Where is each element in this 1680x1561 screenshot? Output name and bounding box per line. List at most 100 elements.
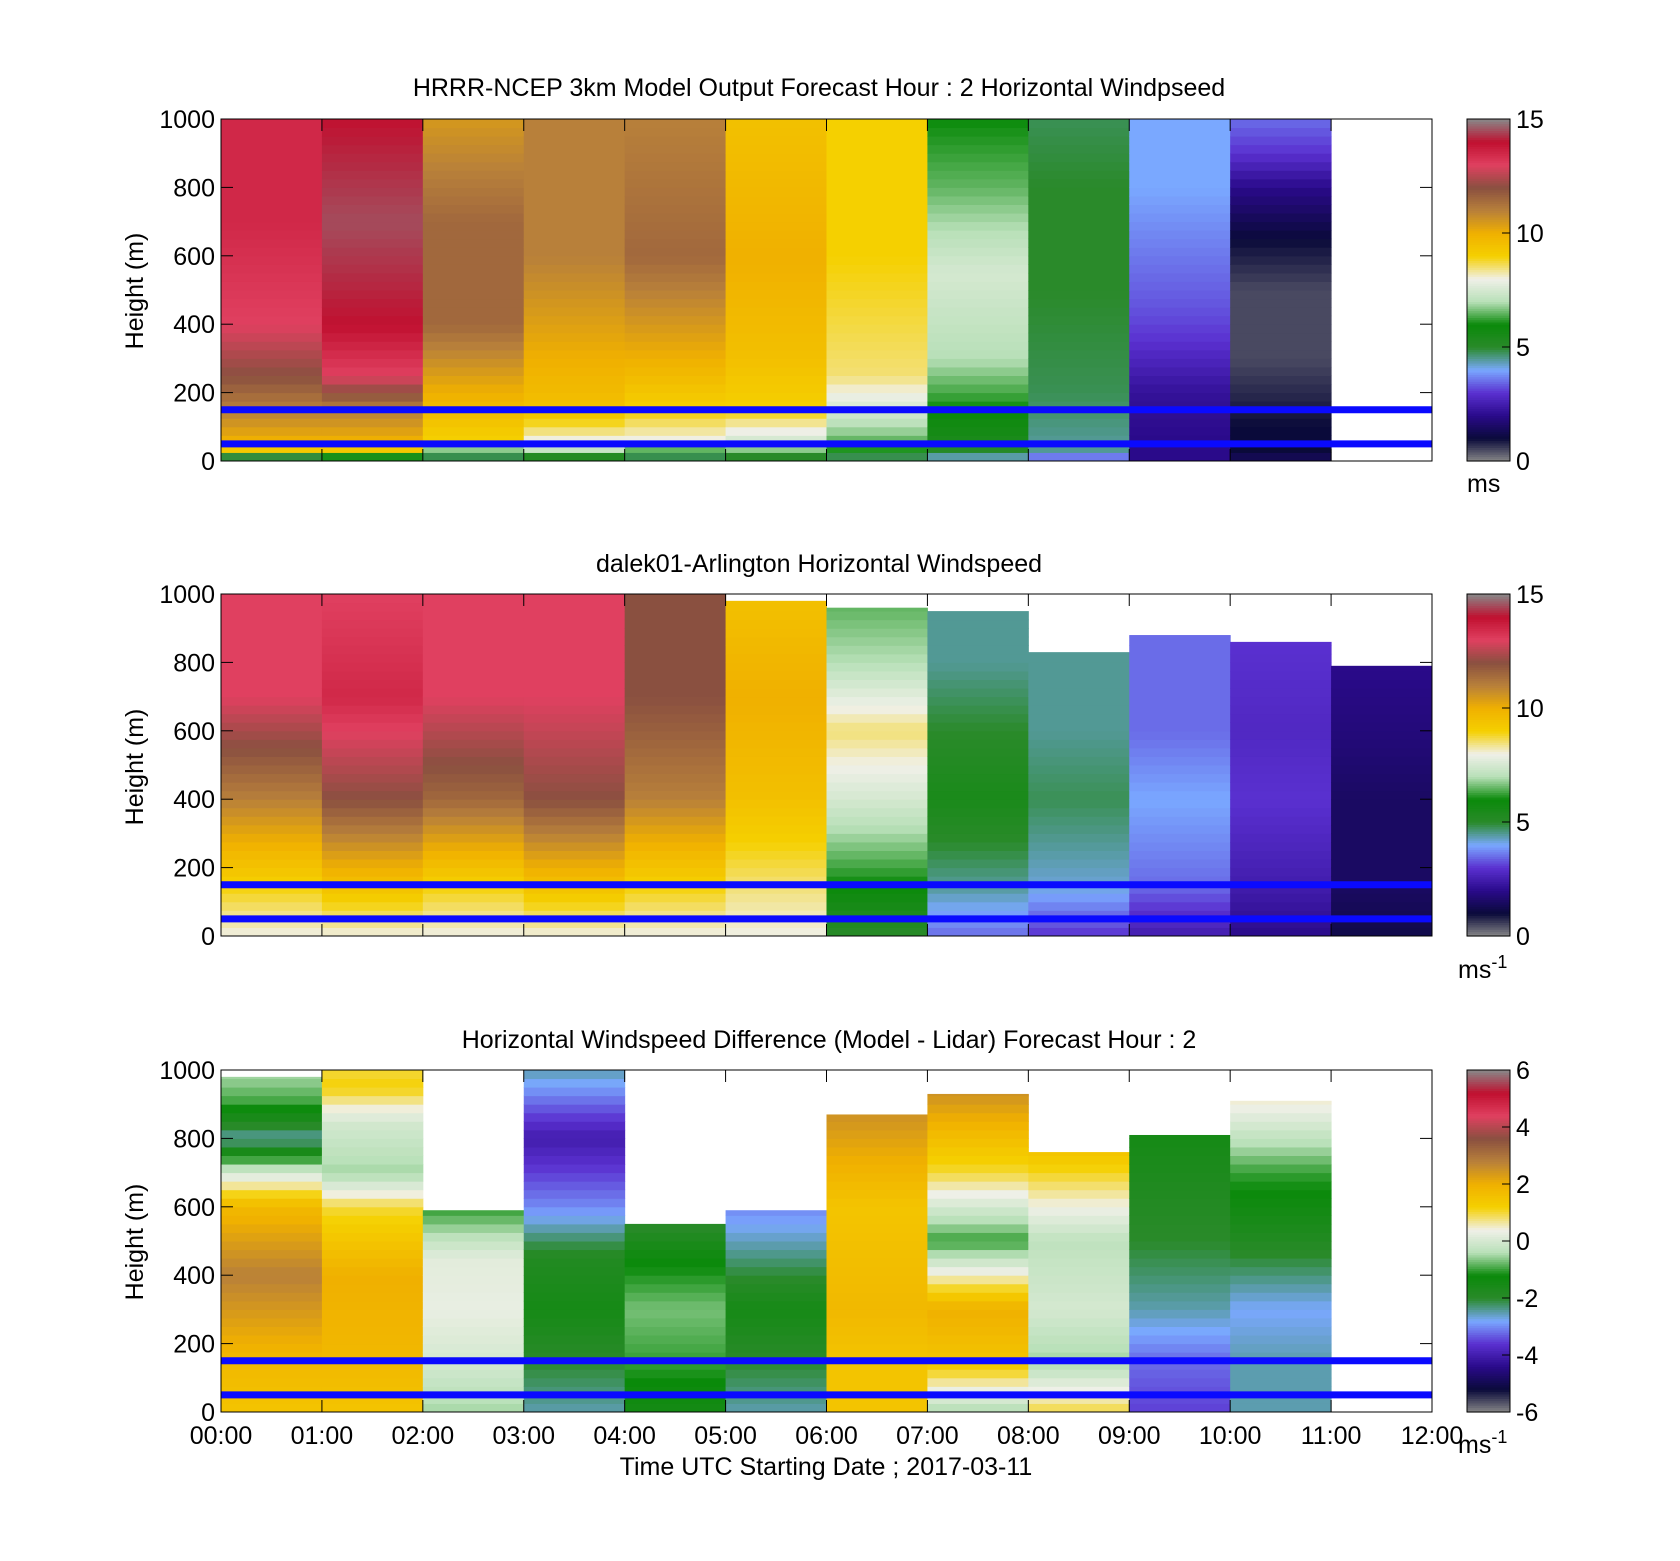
colorbar-segment <box>1467 185 1510 188</box>
colorbar-segment <box>1467 230 1510 234</box>
colorbar-segment <box>1467 303 1510 307</box>
heatmap-cell <box>927 1317 1029 1327</box>
heatmap-cell <box>927 1369 1029 1379</box>
heatmap-cell <box>1028 1377 1130 1387</box>
heatmap-cell <box>221 1129 323 1139</box>
heatmap-cell <box>523 178 626 188</box>
colorbar-segment <box>1467 739 1510 743</box>
heatmap-cell <box>927 170 1029 180</box>
heatmap-cell <box>422 619 525 629</box>
heatmap-cell <box>1129 1172 1231 1182</box>
heatmap-cell <box>422 1232 525 1242</box>
heatmap-cell <box>1028 1326 1130 1336</box>
colorbar-segment <box>1467 449 1510 453</box>
heatmap-cell <box>523 1258 626 1268</box>
heatmap-cell <box>523 1300 626 1310</box>
heatmap-cell <box>1028 773 1130 783</box>
colorbar-segment <box>1467 378 1510 382</box>
colorbar-segment <box>1467 1085 1510 1089</box>
colorbar-segment <box>1467 1179 1510 1183</box>
heatmap-cell <box>422 349 525 359</box>
heatmap-cell <box>927 1129 1029 1139</box>
heatmap-cell <box>1028 1403 1130 1413</box>
heatmap-cell <box>927 144 1029 154</box>
heatmap-cell <box>523 204 626 214</box>
colorbar-segment <box>1467 892 1510 896</box>
heatmap-cell <box>826 1181 928 1191</box>
heatmap-cell <box>422 841 525 851</box>
heatmap-cell <box>927 730 1029 740</box>
heatmap-cell <box>826 324 928 334</box>
colorbar-segment <box>1467 1190 1510 1194</box>
heatmap-cell <box>927 409 1029 419</box>
colorbar-segment <box>1467 237 1510 241</box>
colorbar-segment <box>1467 217 1510 220</box>
heatmap-cell <box>523 1241 626 1251</box>
heatmap-cell <box>321 213 424 223</box>
heatmap-cell <box>422 332 525 342</box>
heatmap-cell <box>1230 1112 1332 1122</box>
colorbar-segment <box>1467 342 1510 346</box>
heatmap-cell <box>422 636 525 646</box>
colorbar-segment <box>1467 1156 1510 1160</box>
heatmap-cell <box>523 1249 626 1259</box>
heatmap-cell <box>221 893 323 903</box>
colorbar-segment <box>1467 271 1510 275</box>
colorbar-segment <box>1467 1334 1510 1338</box>
heatmap-cell <box>1230 1343 1332 1353</box>
heatmap-cell <box>221 910 323 920</box>
heatmap-cell <box>1129 392 1231 402</box>
colorbar-segment <box>1467 1124 1510 1128</box>
heatmap-cell <box>221 426 323 436</box>
heatmap-cell <box>221 187 323 197</box>
colorbar-segment <box>1467 331 1510 334</box>
colorbar-segment <box>1467 1400 1510 1404</box>
heatmap-cell <box>1230 178 1332 188</box>
heatmap-cell <box>927 1155 1029 1165</box>
colorbar-segment <box>1467 351 1510 355</box>
heatmap-cell <box>1129 867 1231 877</box>
colorbar-segment <box>1467 623 1510 627</box>
colorbar-segment <box>1467 424 1510 428</box>
colorbar-segment <box>1467 458 1510 462</box>
heatmap-cell <box>1028 730 1130 740</box>
heatmap-cell <box>624 1258 727 1268</box>
heatmap-cell <box>624 636 727 646</box>
heatmap-cell <box>725 859 827 869</box>
colorbar-segment <box>1467 196 1510 200</box>
heatmap-cell <box>624 153 727 163</box>
colorbar-segment <box>1467 157 1510 161</box>
heatmap-cell <box>422 341 525 351</box>
colorbar-tick-label: -6 <box>1516 1399 1538 1427</box>
heatmap-cell <box>624 1283 727 1293</box>
heatmap-cell <box>422 255 525 265</box>
heatmap-cell <box>1230 1326 1332 1336</box>
colorbar-segment <box>1467 651 1510 654</box>
heatmap-cell <box>927 238 1029 248</box>
heatmap-cell <box>1331 670 1433 680</box>
colorbar-segment <box>1467 290 1510 293</box>
heatmap-cell <box>221 1206 323 1216</box>
colorbar-segment <box>1467 347 1510 350</box>
heatmap-cell <box>624 1343 727 1353</box>
colorbar-segment <box>1467 267 1510 271</box>
colorbar-segment <box>1467 694 1510 698</box>
heatmap-cell <box>321 1078 424 1088</box>
heatmap-cell <box>927 1326 1029 1336</box>
heatmap-cell <box>321 1377 424 1387</box>
heatmap-cell <box>221 662 323 672</box>
heatmap-cell <box>927 324 1029 334</box>
heatmap-cell <box>927 1386 1029 1396</box>
colorbar-segment <box>1467 447 1510 451</box>
heatmap-cell <box>624 611 727 621</box>
heatmap-cell <box>1129 1335 1231 1345</box>
heatmap-cell <box>523 782 626 792</box>
colorbar-segment <box>1467 908 1510 912</box>
colorbar-segment <box>1467 335 1510 339</box>
colorbar-segment <box>1467 419 1510 423</box>
heatmap-cell <box>725 195 827 205</box>
heatmap-cell <box>1028 782 1130 792</box>
heatmap-cell <box>422 384 525 394</box>
colorbar-segment <box>1467 680 1510 684</box>
heatmap-cell <box>1129 1266 1231 1276</box>
